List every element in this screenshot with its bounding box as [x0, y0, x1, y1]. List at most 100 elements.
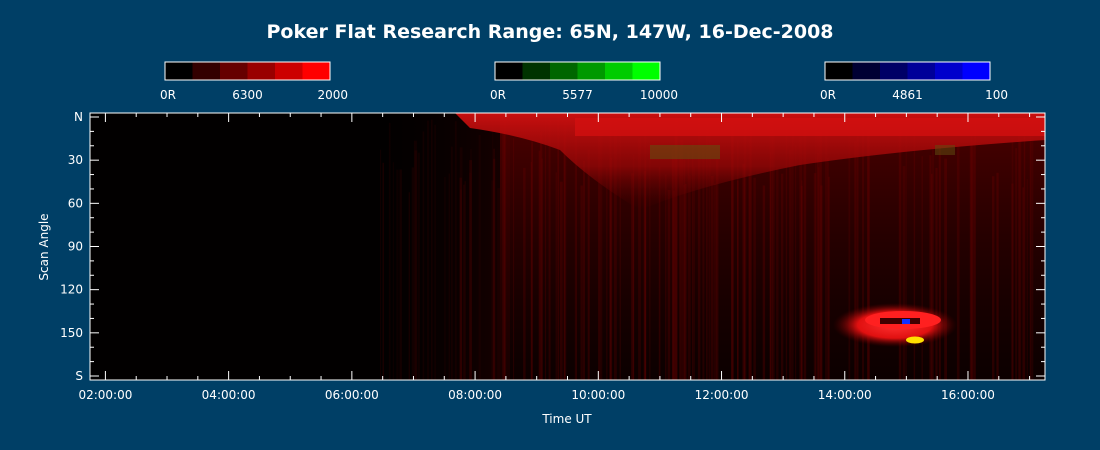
- north-aurora-band: [455, 113, 1045, 210]
- colorbar-max-label: 10000: [640, 88, 678, 102]
- x-tick-label: 04:00:00: [202, 388, 256, 402]
- colorbar-swatch: [220, 62, 248, 80]
- streak: [538, 150, 541, 380]
- streak: [587, 149, 590, 380]
- colorbar-min-label: 0R: [160, 88, 176, 102]
- streak: [815, 114, 817, 380]
- streak: [956, 143, 960, 380]
- blob-blue-spot: [902, 319, 910, 324]
- streak: [748, 138, 751, 380]
- colorbar-swatch: [605, 62, 633, 80]
- streak: [680, 140, 684, 380]
- y-tick-label: 150: [60, 326, 83, 340]
- y-axis: N 30 60 90 120 150 S: [60, 110, 1045, 383]
- streak: [762, 185, 766, 380]
- streak: [399, 169, 402, 380]
- x-tick-label: 16:00:00: [941, 388, 995, 402]
- colorbar-5577: 0R 5577 10000: [490, 61, 678, 102]
- streak: [1031, 120, 1034, 380]
- streak: [684, 183, 687, 380]
- streak: [548, 120, 551, 380]
- streak: [478, 135, 481, 380]
- colorbar-swatch: [907, 62, 936, 80]
- streak: [448, 173, 450, 380]
- streak: [801, 180, 803, 380]
- streak: [750, 122, 752, 380]
- streak: [426, 120, 430, 380]
- streak: [619, 132, 621, 380]
- streak: [996, 172, 999, 380]
- colorbar-swatch: [495, 62, 523, 80]
- x-tick-label: 02:00:00: [78, 388, 132, 402]
- streak: [772, 135, 775, 380]
- streak: [417, 152, 420, 380]
- streak: [715, 159, 719, 380]
- colorbar-swatch: [247, 62, 276, 80]
- north-bright-edge: [575, 118, 1045, 136]
- streak: [557, 113, 560, 380]
- streak: [464, 181, 466, 380]
- streak: [444, 177, 446, 380]
- streak: [599, 117, 603, 380]
- streak: [613, 119, 617, 380]
- streak: [503, 115, 507, 380]
- streak: [643, 171, 647, 380]
- streak: [938, 145, 941, 380]
- streak: [563, 123, 567, 380]
- streak: [674, 119, 678, 380]
- streak: [470, 149, 472, 380]
- streak: [969, 143, 973, 380]
- streak: [867, 131, 870, 380]
- plot-area: 02:00:00 04:00:00 06:00:00 08:00:00 10:00:00…: [60, 110, 1046, 402]
- streak: [544, 118, 547, 380]
- streak: [710, 176, 714, 380]
- streak: [856, 134, 859, 380]
- streak: [414, 150, 418, 380]
- streak: [795, 145, 797, 380]
- colorbar-swatch: [302, 62, 331, 80]
- streak: [422, 131, 425, 380]
- colorbar-swatch: [192, 62, 221, 80]
- green-speckle: [650, 145, 720, 159]
- streak: [598, 119, 601, 380]
- streak: [737, 180, 739, 380]
- streak: [781, 173, 784, 380]
- streak: [644, 113, 647, 380]
- colorbar-min-label: 0R: [820, 88, 836, 102]
- streak: [1019, 139, 1022, 380]
- y-tick-label: 30: [68, 153, 83, 167]
- x-axis-label: Time UT: [541, 412, 592, 426]
- x-tick-label: 10:00:00: [571, 388, 625, 402]
- streak: [803, 128, 807, 380]
- streak: [1015, 148, 1018, 380]
- streak: [693, 167, 695, 380]
- colorbar-swatch: [880, 62, 908, 80]
- streak: [785, 120, 788, 380]
- streak: [931, 173, 933, 380]
- streak: [826, 157, 829, 380]
- streak: [606, 168, 608, 380]
- streak: [714, 183, 717, 380]
- colorbar-max-label: 2000: [317, 88, 348, 102]
- y-tick-label: S: [75, 369, 83, 383]
- image-data: [380, 113, 1045, 380]
- streak: [431, 119, 433, 380]
- streak: [658, 166, 661, 380]
- streak: [539, 132, 543, 380]
- streak: [743, 125, 747, 380]
- streak: [413, 140, 417, 380]
- y-tick-label: N: [74, 110, 83, 124]
- streak: [1011, 183, 1014, 380]
- streak: [493, 148, 495, 380]
- streak: [1022, 187, 1024, 380]
- streak: [580, 185, 583, 380]
- streak: [459, 177, 462, 380]
- blob-yellow-spot: [906, 336, 924, 344]
- streak: [992, 176, 995, 380]
- streak: [818, 167, 820, 380]
- streak: [531, 141, 533, 380]
- streak: [388, 122, 391, 380]
- streak: [382, 162, 384, 380]
- streak: [769, 120, 773, 380]
